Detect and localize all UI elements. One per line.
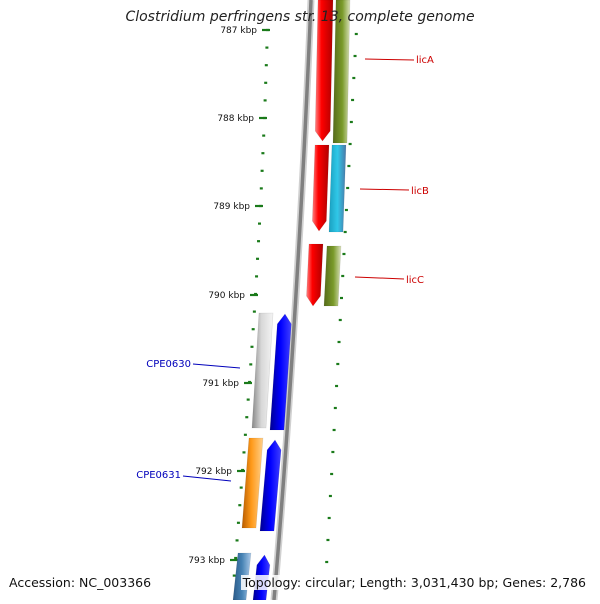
accession-label: Accession: NC_003366 [9,575,152,590]
scale-label: 789 kbp [213,202,250,212]
genome-title: Clostridium perfringens str. 13, complet… [125,9,475,25]
label-leader-line [354,276,405,280]
gene-arrow [269,313,292,431]
scale-label: 793 kbp [188,556,225,566]
backbone [270,0,315,601]
gene-arrow [323,245,342,307]
label-leader-line [182,475,232,482]
gene-arrow [328,144,347,233]
gene-arrow [306,243,324,307]
label-leader-line [364,58,415,61]
gene-arrow [259,439,282,532]
gene-labels: licA licB licC CPE0630 CPE0631 [136,55,434,482]
scale-label: 792 kbp [195,467,232,477]
label-leader-line [192,363,241,369]
gene-arrow [332,0,351,144]
gene-arrow [314,0,334,142]
gene-arrow [251,312,274,429]
scale-label: 787 kbp [220,26,257,36]
scale-ticks: 787 kbp 788 kbp 789 kbp 790 kbp 791 kbp 792 k… [188,26,358,577]
gene-label-cpe0630: CPE0630 [146,359,191,370]
gene-arrow [241,437,264,529]
backbone-line [272,0,313,601]
gene-features [232,0,351,601]
gene-label-licb: licB [411,186,429,197]
scale-label: 788 kbp [217,114,254,124]
scale-label: 791 kbp [202,379,239,389]
gene-label-cpe0631: CPE0631 [136,470,181,481]
label-leader-line [359,188,410,191]
gene-label-lica: licA [416,55,434,66]
gene-arrow [312,144,330,232]
gene-label-licc: licC [406,275,424,286]
scale-label: 790 kbp [208,291,245,301]
genome-summary: Topology: circular; Length: 3,031,430 bp… [240,575,588,590]
